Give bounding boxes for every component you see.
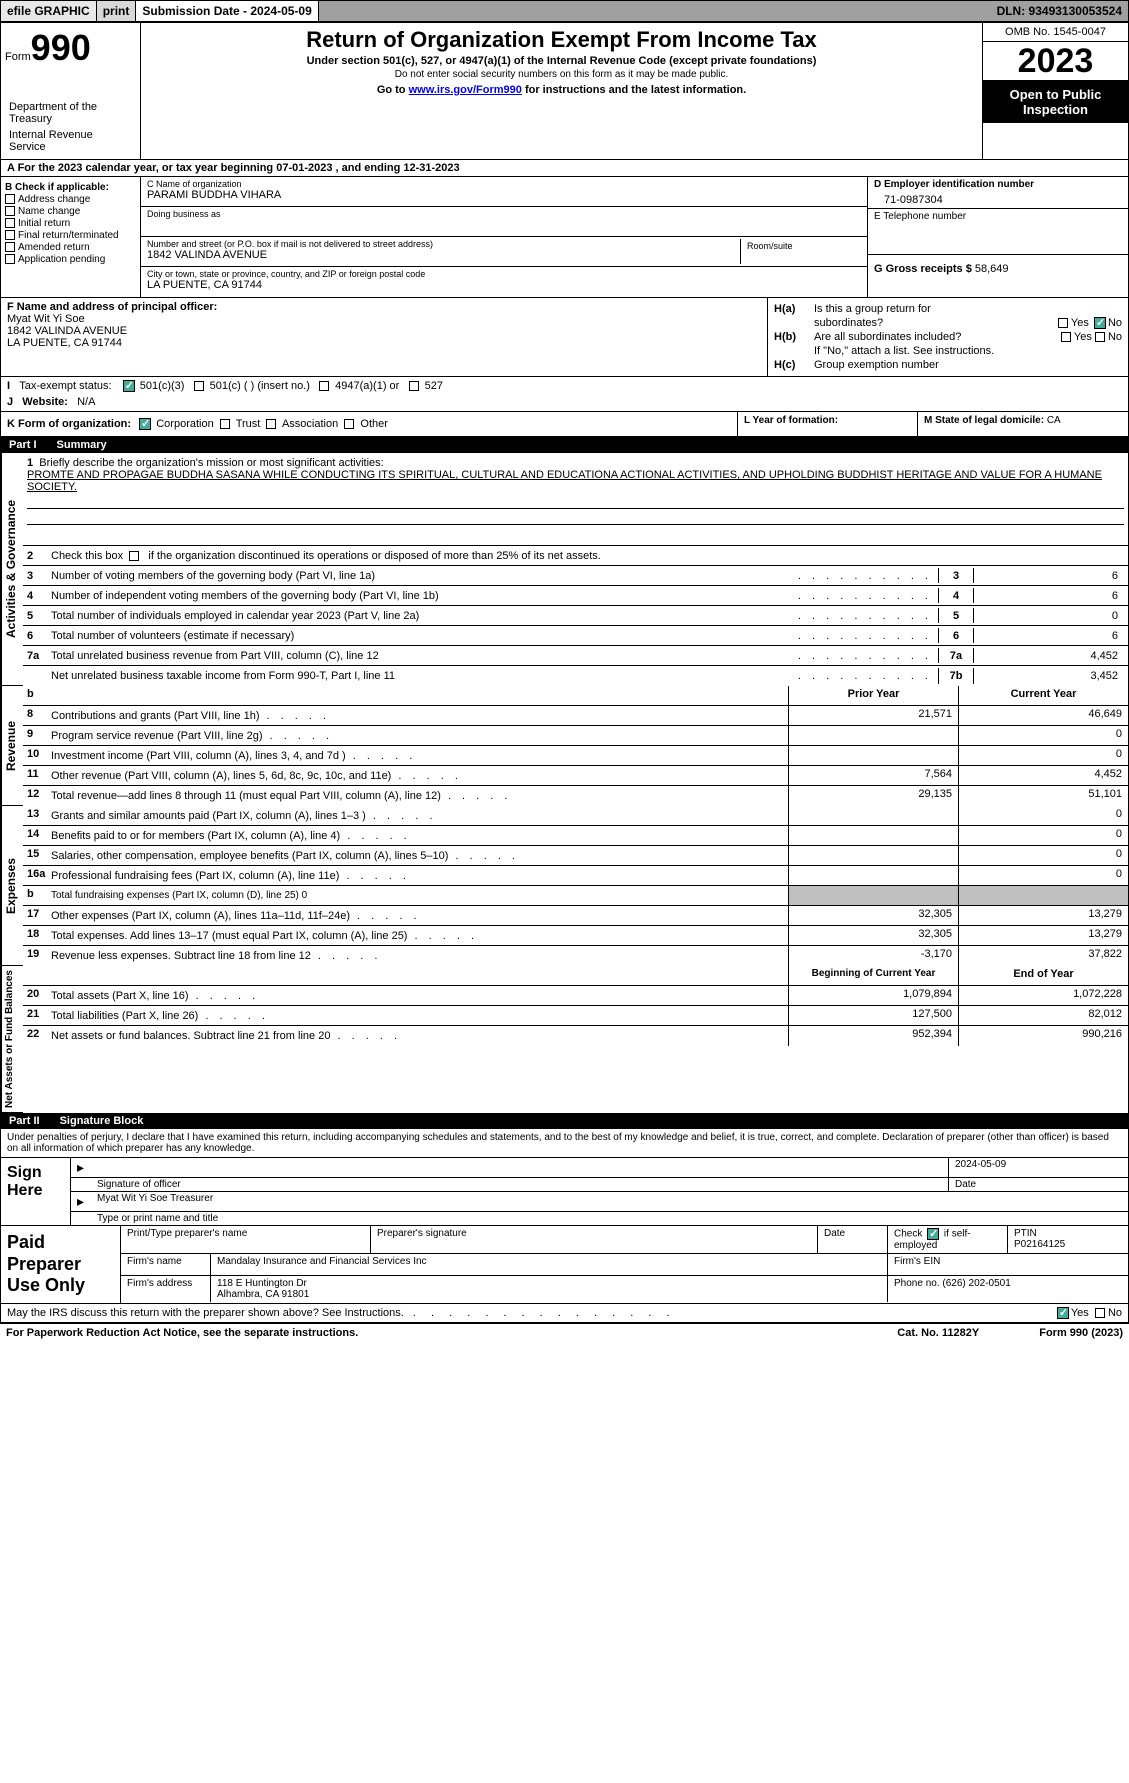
part1-header: Part I Summary: [1, 437, 1128, 453]
table-row: 12Total revenue—add lines 8 through 11 (…: [23, 786, 1128, 806]
goto-line: Go to www.irs.gov/Form990 for instructio…: [149, 84, 974, 96]
table-row: 11Other revenue (Part VIII, column (A), …: [23, 766, 1128, 786]
section-k: K Form of organization: Corporation Trus…: [1, 412, 738, 436]
irs-label: Internal Revenue Service: [5, 127, 136, 155]
vtab-netassets: Net Assets or Fund Balances: [1, 966, 23, 1113]
vtab-expenses: Expenses: [1, 806, 23, 966]
period-row: A For the 2023 calendar year, or tax yea…: [1, 160, 1128, 177]
vtab-governance: Activities & Governance: [1, 453, 23, 686]
form-label: Form: [5, 51, 31, 63]
table-row: 22Net assets or fund balances. Subtract …: [23, 1026, 1128, 1046]
open-inspection: Open to Public Inspection: [983, 81, 1128, 123]
table-row: 19Revenue less expenses. Subtract line 1…: [23, 946, 1128, 966]
section-de: D Employer identification number 71-0987…: [868, 177, 1128, 297]
irs-link[interactable]: www.irs.gov/Form990: [409, 84, 522, 96]
form-subtitle: Under section 501(c), 527, or 4947(a)(1)…: [149, 55, 974, 67]
by-ey-header: Beginning of Current Year End of Year: [23, 966, 1128, 986]
section-c: C Name of organization PARAMI BUDDHA VIH…: [141, 177, 868, 297]
mission: 1 Briefly describe the organization's mi…: [23, 453, 1128, 546]
omb-number: OMB No. 1545-0047: [983, 23, 1128, 42]
gov-row: 4Number of independent voting members of…: [23, 586, 1128, 606]
table-row: 9Program service revenue (Part VIII, lin…: [23, 726, 1128, 746]
form-title: Return of Organization Exempt From Incom…: [149, 27, 974, 53]
section-h: H(a)Is this a group return for subordina…: [768, 298, 1128, 376]
line-2: 2Check this box if the organization disc…: [23, 546, 1128, 566]
table-row: 18Total expenses. Add lines 13–17 (must …: [23, 926, 1128, 946]
form-number: 990: [31, 27, 91, 68]
section-b: B Check if applicable: Address change Na…: [1, 177, 141, 297]
efile-button[interactable]: efile GRAPHIC: [1, 1, 97, 21]
gov-row: 3Number of voting members of the governi…: [23, 566, 1128, 586]
tax-year: 2023: [983, 42, 1128, 81]
gov-row: 7aTotal unrelated business revenue from …: [23, 646, 1128, 666]
section-m: M State of legal domicile: CA: [918, 412, 1128, 436]
section-l: L Year of formation:: [738, 412, 918, 436]
section-ij: I Tax-exempt status: 501(c)(3) 501(c) ( …: [1, 377, 1128, 411]
submission-date: Submission Date - 2024-05-09: [136, 1, 318, 21]
table-row: 15Salaries, other compensation, employee…: [23, 846, 1128, 866]
dln: DLN: 93493130053524: [991, 1, 1128, 21]
py-cy-header: b Prior Year Current Year: [23, 686, 1128, 706]
table-row: 16aProfessional fundraising fees (Part I…: [23, 866, 1128, 886]
table-row: 20Total assets (Part X, line 16) . . . .…: [23, 986, 1128, 1006]
table-row: 13Grants and similar amounts paid (Part …: [23, 806, 1128, 826]
table-row: 17Other expenses (Part IX, column (A), l…: [23, 906, 1128, 926]
perjury-text: Under penalties of perjury, I declare th…: [1, 1129, 1128, 1158]
form-header: Form990 Department of the Treasury Inter…: [1, 23, 1128, 160]
table-row: 14Benefits paid to or for members (Part …: [23, 826, 1128, 846]
table-row: 21Total liabilities (Part X, line 26) . …: [23, 1006, 1128, 1026]
topbar: efile GRAPHIC print Submission Date - 20…: [0, 0, 1129, 22]
form-subtext: Do not enter social security numbers on …: [149, 69, 974, 80]
sign-here: Sign Here ▸2024-05-09 Signature of offic…: [1, 1158, 1128, 1226]
footer: For Paperwork Reduction Act Notice, see …: [0, 1324, 1129, 1342]
paid-preparer: Paid Preparer Use Only Print/Type prepar…: [1, 1226, 1128, 1304]
table-row: 10Investment income (Part VIII, column (…: [23, 746, 1128, 766]
line-16b: b Total fundraising expenses (Part IX, c…: [23, 886, 1128, 906]
discuss-row: May the IRS discuss this return with the…: [1, 1304, 1128, 1323]
table-row: 8Contributions and grants (Part VIII, li…: [23, 706, 1128, 726]
print-button[interactable]: print: [97, 1, 137, 21]
gov-row: 6Total number of volunteers (estimate if…: [23, 626, 1128, 646]
dept-treasury: Department of the Treasury: [5, 99, 136, 127]
gov-row: Net unrelated business taxable income fr…: [23, 666, 1128, 686]
vtab-revenue: Revenue: [1, 686, 23, 806]
gov-row: 5Total number of individuals employed in…: [23, 606, 1128, 626]
part2-header: Part II Signature Block: [1, 1113, 1128, 1129]
section-f: F Name and address of principal officer:…: [1, 298, 768, 376]
